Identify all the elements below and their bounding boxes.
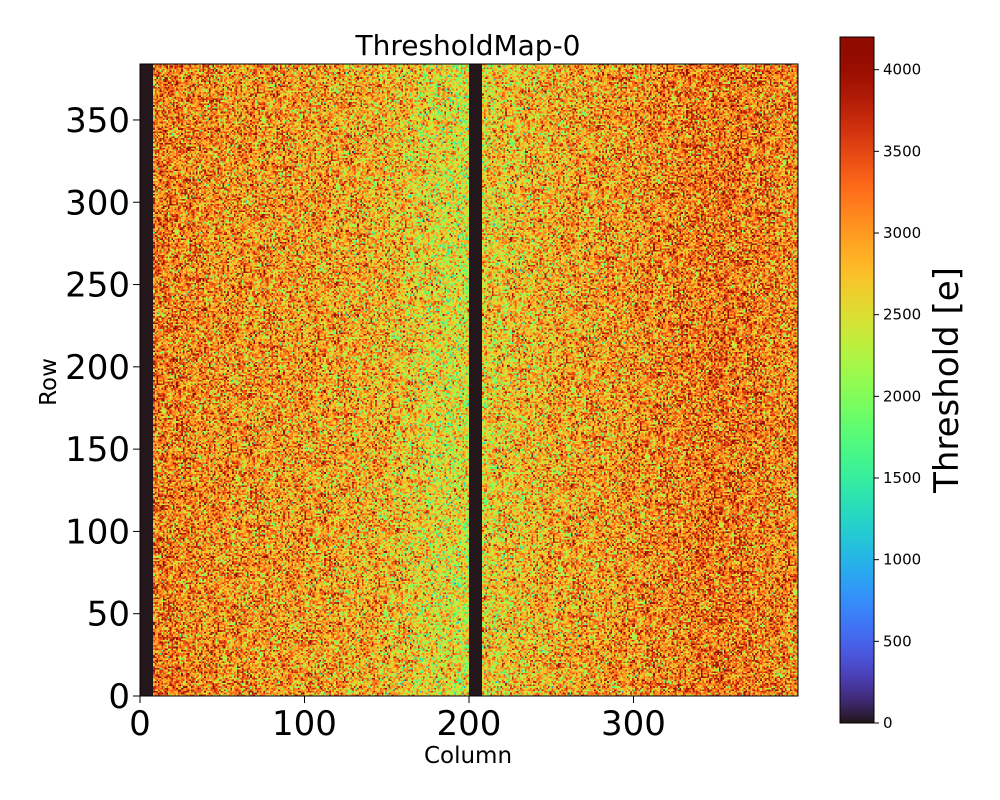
colorbar-tick-label: 2500: [883, 306, 921, 324]
colorbar-tick-label: 0: [883, 714, 893, 732]
colorbar-tick-label: 1500: [883, 469, 921, 487]
colorbar-gradient: [840, 37, 874, 723]
y-tick-label: 350: [65, 101, 130, 141]
colorbar-tick-label: 1000: [883, 551, 921, 569]
x-tick-label: 100: [272, 704, 337, 744]
colorbar-ticks: 0 500 1000 1500 2000 2500 3000 3500 4000: [874, 61, 921, 732]
colorbar-tick-label: 4000: [883, 61, 921, 79]
x-axis-label: Column: [424, 743, 512, 769]
colorbar-frame: [839, 36, 875, 724]
y-tick-label: 0: [108, 677, 130, 717]
colorbar-tick-label: 3500: [883, 142, 921, 160]
x-tick-label: 200: [437, 704, 502, 744]
y-tick-label: 150: [65, 430, 130, 470]
y-tick-label: 300: [65, 183, 130, 223]
x-tick-label: 300: [601, 704, 666, 744]
y-tick-label: 250: [65, 266, 130, 306]
colorbar-tick-label: 500: [883, 632, 912, 650]
y-tick-label: 50: [87, 595, 130, 635]
colorbar-label: Threshold [e]: [927, 267, 967, 494]
colorbar-tick-label: 3000: [883, 224, 921, 242]
y-axis-ticks: 0 50 100 150 200 250 300 350: [65, 101, 140, 717]
heatmap-image: [140, 64, 798, 696]
y-tick-label: 200: [65, 348, 130, 388]
y-axis-label: Row: [36, 358, 62, 406]
chart-title: ThresholdMap-0: [355, 29, 581, 62]
x-tick-label: 0: [129, 704, 151, 744]
heatmap-frame: [139, 63, 799, 697]
y-tick-label: 100: [65, 512, 130, 552]
x-axis-ticks: 0 100 200 300: [129, 696, 666, 744]
colorbar-tick-label: 2000: [883, 387, 921, 405]
